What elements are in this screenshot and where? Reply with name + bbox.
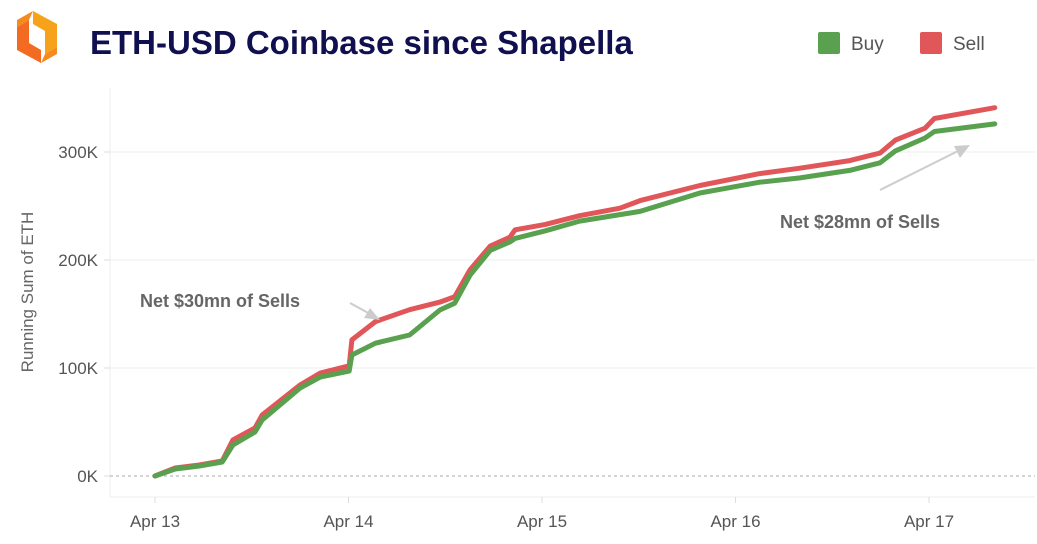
arrow-icon <box>954 145 970 158</box>
x-tick-label: Apr 17 <box>904 512 954 531</box>
series-line-buy <box>152 121 998 479</box>
arrow-icon <box>364 308 380 320</box>
annotation-text: Net $30mn of Sells <box>140 291 300 311</box>
chart-title: ETH-USD Coinbase since Shapella <box>90 24 633 61</box>
y-tick-label: 100K <box>58 359 98 378</box>
logo <box>17 11 57 63</box>
x-tick-label: Apr 14 <box>323 512 373 531</box>
y-tick-label: 0K <box>77 467 98 486</box>
y-axis-label: Running Sum of ETH <box>18 212 37 373</box>
plot-area: 0K 100K 200K 300K Apr 13 Apr 14 Apr 15 Apr 16 A… <box>58 88 1035 531</box>
legend: Buy Sell <box>818 32 985 55</box>
annotation-2: Net $28mn of Sells <box>780 145 970 232</box>
annotation-text: Net $28mn of Sells <box>780 212 940 232</box>
legend-label-buy: Buy <box>851 34 884 55</box>
legend-swatch-buy <box>818 32 840 54</box>
legend-label-sell: Sell <box>953 34 985 55</box>
x-tick-label: Apr 13 <box>130 512 180 531</box>
x-tick-label: Apr 15 <box>517 512 567 531</box>
y-tick-label: 200K <box>58 251 98 270</box>
annotation-arrow-line <box>879 150 959 191</box>
annotation-1: Net $30mn of Sells <box>140 291 380 320</box>
y-tick-label: 300K <box>58 143 98 162</box>
x-tick-label: Apr 16 <box>710 512 760 531</box>
legend-swatch-sell <box>920 32 942 54</box>
